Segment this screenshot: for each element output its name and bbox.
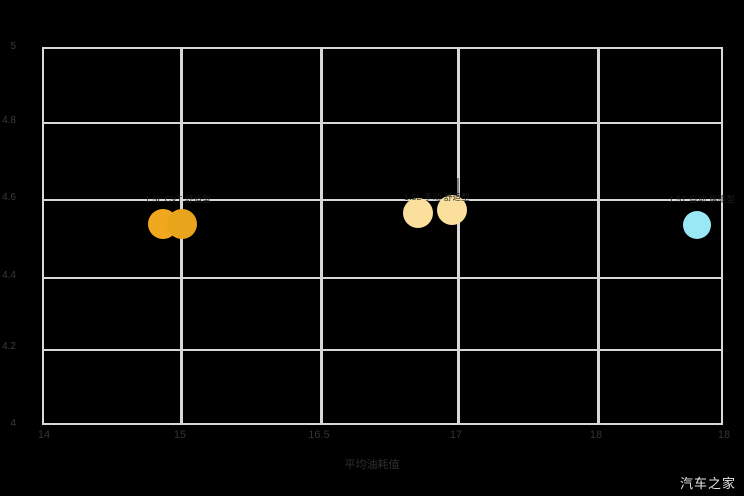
x-axis-tick-label: 17 <box>449 429 463 441</box>
y-axis-tick-label: 4 <box>10 418 16 429</box>
x-axis-tick-label: 15 <box>173 429 187 441</box>
gridline-horizontal <box>44 349 721 351</box>
gridline-horizontal <box>44 122 721 124</box>
leader-line <box>457 178 459 196</box>
data-point-label: 1.5L CVT 舒适型 <box>145 194 211 204</box>
y-axis-tick-label: 5 <box>10 41 16 52</box>
x-axis-tick-label: 14 <box>37 429 51 441</box>
y-axis-tick-label: 4.6 <box>2 192 16 203</box>
y-axis-tick-label: 4.2 <box>2 341 16 352</box>
watermark: 汽车之家 <box>679 477 736 492</box>
gridline-horizontal <box>44 199 721 201</box>
data-point[interactable] <box>437 195 467 225</box>
data-point-label: 1.5L 手动 舒适型 <box>404 192 470 202</box>
gridline-horizontal <box>44 277 721 279</box>
x-axis-tick-label: 18 <box>717 429 731 441</box>
gridline-vertical <box>457 49 460 423</box>
data-point[interactable] <box>683 211 711 239</box>
data-point[interactable] <box>167 209 197 239</box>
x-axis-tick-label: 16.5 <box>308 429 330 441</box>
gridline-vertical <box>597 49 600 423</box>
x-axis-tick-label: 18 <box>589 429 603 441</box>
y-axis-tick-label: 4.4 <box>2 270 16 281</box>
data-point[interactable] <box>403 198 433 228</box>
gridline-vertical <box>320 49 323 423</box>
plot-area <box>42 47 723 425</box>
x-axis-title: 平均油耗值 <box>344 459 400 471</box>
data-point-label: 1.5T 自动 旗舰型 <box>668 194 736 204</box>
y-axis-tick-label: 4.8 <box>2 115 16 126</box>
